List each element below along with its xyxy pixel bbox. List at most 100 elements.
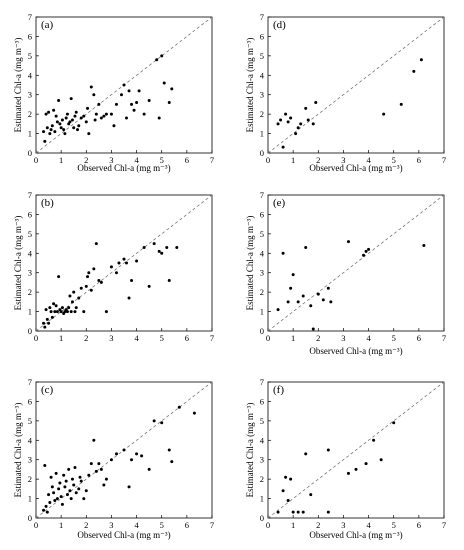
data-point: [192, 411, 196, 415]
x-tick-label: 7: [210, 155, 214, 165]
data-point: [422, 244, 426, 248]
x-tick-label: 4: [134, 520, 139, 530]
data-point: [53, 310, 57, 314]
y-axis-label: Estimated Chl-a (mg m⁻³): [13, 38, 23, 133]
plot-frame: [35, 381, 213, 519]
x-tick-label: 5: [392, 333, 396, 343]
data-point: [86, 275, 90, 279]
data-point: [147, 99, 151, 103]
data-point: [279, 118, 283, 122]
data-point: [55, 310, 59, 314]
one-to-one-line: [35, 194, 213, 332]
data-point: [82, 497, 86, 501]
data-point: [147, 467, 151, 471]
data-point: [130, 102, 134, 106]
data-point: [50, 124, 54, 128]
y-tick-label: 6: [260, 209, 264, 219]
data-point: [69, 497, 73, 501]
data-point: [49, 128, 53, 132]
data-point: [49, 475, 53, 479]
data-point: [44, 308, 48, 312]
data-point: [52, 302, 56, 306]
one-to-one-line: [267, 194, 445, 332]
data-point: [122, 448, 126, 452]
x-axis-label: Observed Chl-a (mg m⁻³): [309, 530, 402, 540]
x-tick-label: 7: [442, 520, 446, 530]
data-point: [135, 100, 139, 104]
data-point: [58, 481, 62, 485]
x-axis-label: Observed Chl-a (mg m⁻³): [309, 346, 402, 356]
data-point: [48, 132, 52, 136]
y-tick-label: 5: [260, 51, 264, 61]
data-point: [346, 240, 350, 244]
data-point: [412, 69, 416, 73]
y-tick-label: 5: [28, 229, 32, 239]
x-tick-label: 3: [341, 155, 345, 165]
y-tick-label: 7: [28, 190, 32, 200]
data-point: [122, 83, 126, 87]
data-point: [69, 310, 73, 314]
y-tick-label: 0: [260, 326, 264, 336]
data-point: [84, 489, 88, 493]
x-tick-label: 3: [109, 155, 113, 165]
x-tick-label: 4: [366, 520, 371, 530]
scatter-panel-a: 0 1 2 3 4 5 6 7 0 1 2 3 4 5 6 7 (a) Estimated Chl-a (mg m…: [13, 12, 214, 173]
x-tick-label: 7: [442, 333, 446, 343]
data-point: [97, 462, 101, 466]
data-point: [79, 286, 83, 290]
data-point: [276, 122, 280, 126]
data-point: [97, 278, 101, 282]
x-tick-label: 7: [210, 520, 214, 530]
data-point: [135, 452, 139, 456]
data-point: [84, 284, 88, 288]
data-point: [86, 106, 90, 110]
data-point: [97, 102, 101, 106]
data-point: [42, 321, 46, 325]
data-point: [67, 467, 71, 471]
y-tick-label: 1: [260, 494, 264, 504]
data-point: [130, 458, 134, 462]
data-point: [165, 245, 169, 249]
data-point: [167, 448, 171, 452]
data-point: [92, 438, 96, 442]
x-tick-label: 6: [185, 155, 189, 165]
x-tick-label: 1: [291, 520, 295, 530]
x-tick-label: 6: [417, 520, 421, 530]
data-point: [92, 267, 96, 271]
data-point: [48, 500, 52, 504]
data-point: [109, 458, 113, 462]
data-point: [73, 310, 77, 314]
x-tick-label: 6: [417, 333, 421, 343]
data-point: [87, 132, 91, 136]
data-point: [63, 485, 67, 489]
data-point: [65, 493, 69, 497]
data-point: [314, 100, 318, 104]
data-point: [84, 120, 88, 124]
data-point: [147, 284, 151, 288]
y-tick-label: 7: [260, 377, 264, 387]
data-point: [309, 493, 313, 497]
data-point: [60, 306, 64, 310]
plot-frame: [35, 16, 213, 154]
data-point: [399, 102, 403, 106]
y-tick-label: 4: [260, 435, 265, 445]
data-point: [70, 477, 74, 481]
data-point: [62, 473, 66, 477]
x-tick-label: 5: [392, 520, 396, 530]
x-tick-label: 6: [417, 155, 421, 165]
data-point: [74, 491, 78, 495]
x-tick-label: 7: [442, 155, 446, 165]
data-point: [167, 278, 171, 282]
data-point: [132, 108, 136, 112]
data-point: [53, 130, 57, 134]
data-point: [68, 489, 72, 493]
x-tick-label: 0: [266, 155, 270, 165]
y-tick-label: 3: [260, 455, 264, 465]
data-point: [93, 118, 97, 122]
data-point: [60, 502, 64, 506]
data-point: [306, 118, 310, 122]
data-point: [43, 325, 47, 329]
y-tick-label: 1: [260, 129, 264, 139]
data-point: [137, 89, 141, 93]
data-point: [311, 327, 315, 331]
